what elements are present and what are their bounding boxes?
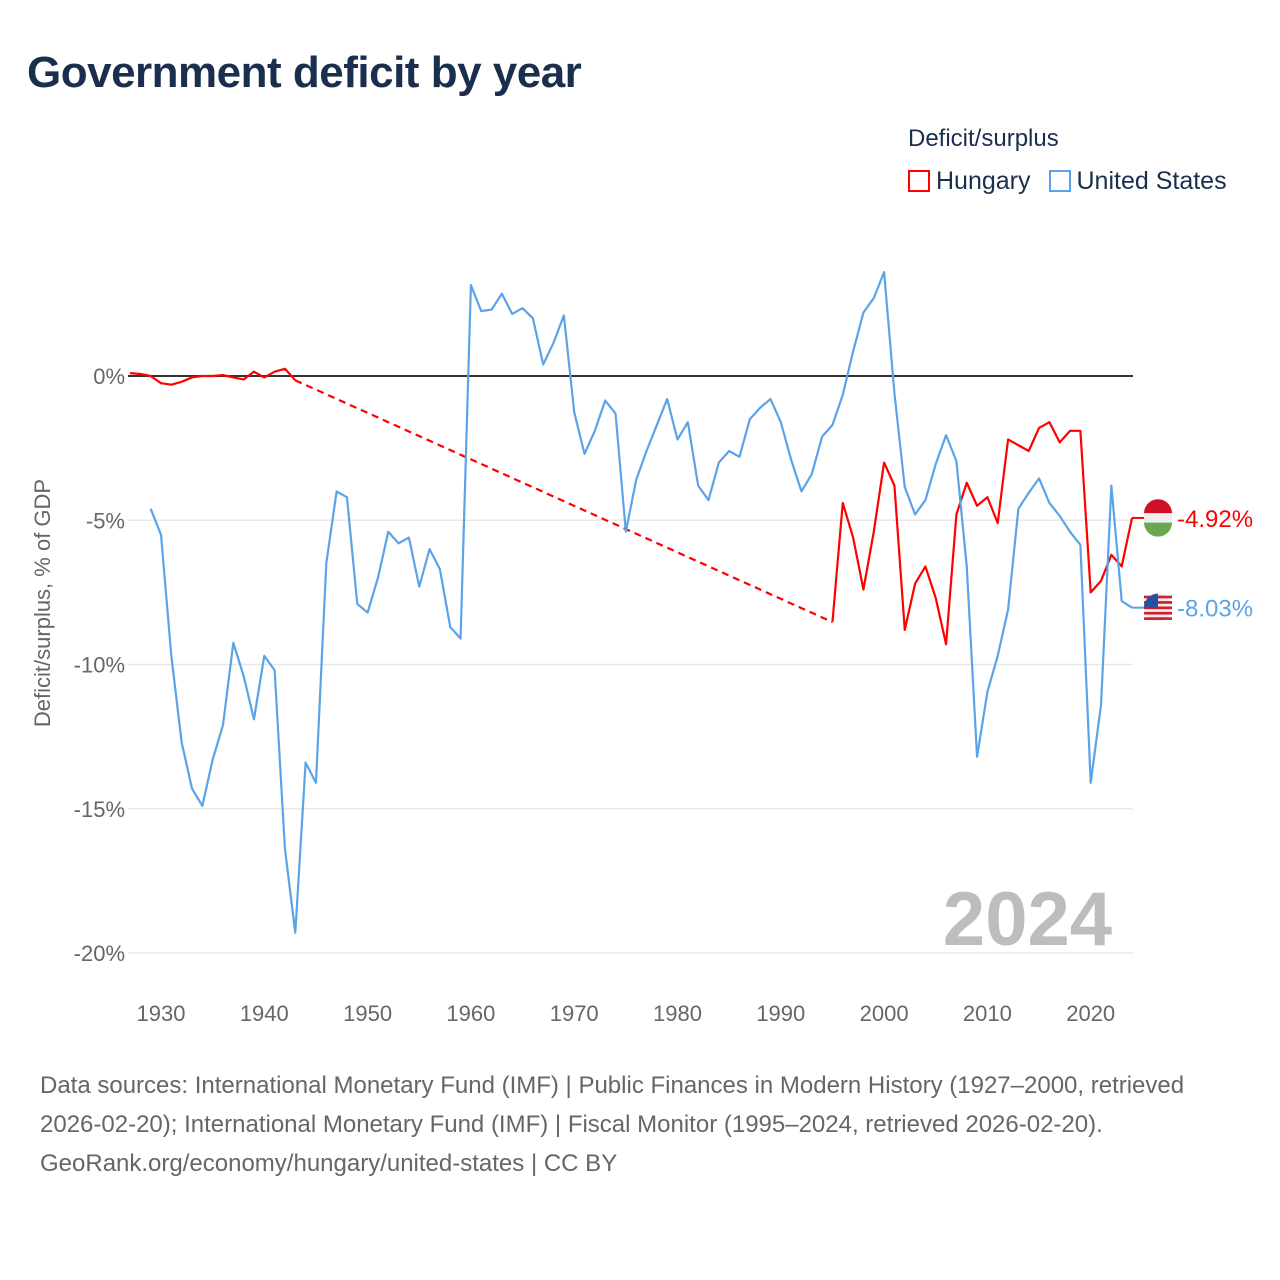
y-tick-label: -15% xyxy=(74,797,125,822)
y-tick-label: -20% xyxy=(74,941,125,966)
x-tick-label: 2010 xyxy=(963,1001,1012,1026)
legend-item-hungary[interactable]: Hungary xyxy=(908,167,1031,196)
legend-label: United States xyxy=(1076,167,1227,195)
x-tick-label: 2020 xyxy=(1066,1001,1115,1026)
y-axis-label: Deficit/surplus, % of GDP xyxy=(30,479,55,727)
y-tick-label: -10% xyxy=(74,653,125,678)
us-flag-icon xyxy=(1144,593,1158,608)
gap-dashed-line xyxy=(294,379,833,624)
x-tick-label: 1940 xyxy=(240,1001,289,1026)
year-watermark: 2024 xyxy=(943,877,1112,962)
y-tick-label: 0% xyxy=(93,364,125,389)
end-value-label: -4.92% xyxy=(1177,506,1253,533)
x-tick-label: 1980 xyxy=(653,1001,702,1026)
legend-swatch-united-states xyxy=(1048,170,1071,192)
legend: Hungary United States xyxy=(908,167,1227,196)
x-tick-label: 1990 xyxy=(756,1001,805,1026)
y-tick-label: -5% xyxy=(86,508,125,533)
x-tick-label: 1970 xyxy=(550,1001,599,1026)
x-tick-label: 1950 xyxy=(343,1001,392,1026)
hungary-flag-icon xyxy=(1144,499,1172,514)
series-line-hungary xyxy=(831,421,1134,646)
data-sources: Data sources: International Monetary Fun… xyxy=(40,1072,1185,1138)
legend-label: Hungary xyxy=(936,167,1031,195)
x-tick-label: 1930 xyxy=(137,1001,186,1026)
us-flag-icon xyxy=(1144,606,1172,610)
legend-title: Deficit/surplus xyxy=(908,125,1059,152)
x-tick-label: 2000 xyxy=(860,1001,909,1026)
series-line-hungary xyxy=(129,367,297,386)
legend-item-united-states[interactable]: United States xyxy=(1048,167,1227,196)
plot-area: 0% -5% -10% -15% -20% 1930 1940 1950 1960 1970 198… xyxy=(30,271,1253,1026)
chart-title: Government deficit by year xyxy=(27,48,582,97)
us-flag-icon xyxy=(1144,611,1172,615)
series-line-united-states xyxy=(149,271,1133,934)
credit-link[interactable]: GeoRank.org/economy/hungary/united-state… xyxy=(40,1150,618,1177)
footer: Data sources: International Monetary Fun… xyxy=(40,1066,1240,1183)
legend-swatch-hungary xyxy=(908,170,930,192)
x-tick-label: 1960 xyxy=(446,1001,495,1026)
us-flag-icon xyxy=(1144,617,1172,620)
hungary-flag-icon xyxy=(1144,522,1172,537)
end-value-label: -8.03% xyxy=(1177,596,1253,623)
hungary-flag-icon xyxy=(1144,513,1172,523)
